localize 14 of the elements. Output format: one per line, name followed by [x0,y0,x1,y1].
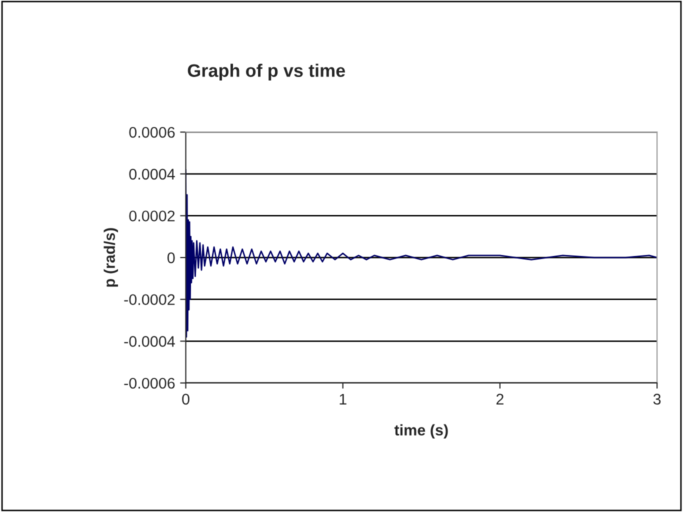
x-tick-label: 3 [653,394,661,405]
y-tick-label: 0.0006 [129,126,175,138]
y-tick-label: -0.0004 [124,336,175,347]
x-tick-label: 0 [182,394,190,405]
x-tick-label: 1 [340,394,346,404]
y-tick-label: 0.0002 [129,210,175,222]
x-tick-label: 2 [496,394,504,404]
chart-title: Graph of p vs time [188,64,346,81]
y-tick-label: 0.0004 [129,168,175,180]
y-axis-title: p (rad/s) [104,228,118,287]
y-tick-label: -0.0002 [124,294,175,306]
y-tick-label: 0 [167,252,175,264]
y-tick-label: -0.0006 [124,378,175,389]
x-axis-title: time (s) [394,424,448,439]
